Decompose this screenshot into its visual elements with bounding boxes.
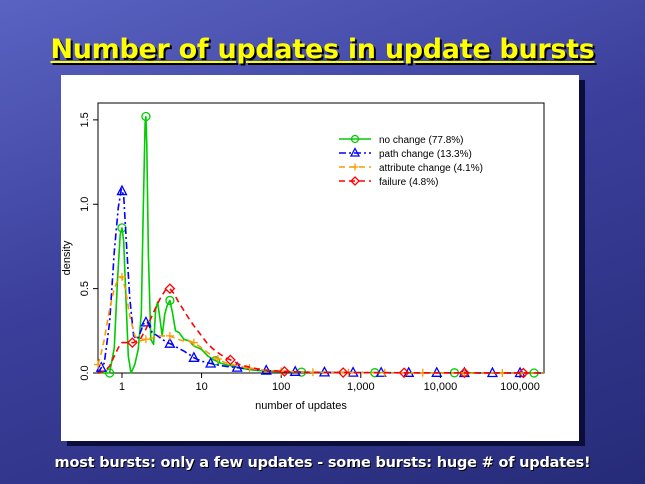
series-marker-3 <box>164 283 176 295</box>
series-marker-3 <box>517 367 529 379</box>
y-tick-label: 0.5 <box>79 281 91 296</box>
legend-label-3: failure (4.8%) <box>379 177 438 188</box>
legend-label-2: attribute change (4.1%) <box>379 163 483 174</box>
x-tick-label: 10 <box>195 381 207 393</box>
series-marker-3 <box>279 366 290 377</box>
series-marker-2 <box>165 331 174 340</box>
series-marker-2 <box>141 335 150 344</box>
x-tick-label: 100 <box>272 381 290 393</box>
series-marker-1 <box>95 361 107 372</box>
series-marker-2 <box>213 354 222 363</box>
legend-label-0: no change (77.8%) <box>379 135 464 146</box>
density-chart: 1 10 100 1,000 10,000 100,000 0.0 0.5 1.0 1.5 numb… <box>61 102 545 412</box>
legend-label-1: path change (13.3%) <box>379 149 472 160</box>
series-marker-2 <box>189 338 198 347</box>
series-marker-0 <box>141 111 151 122</box>
series-marker-0 <box>165 295 175 306</box>
series-marker-2 <box>245 364 254 373</box>
plot-frame <box>97 102 545 374</box>
series-marker-2 <box>94 360 102 369</box>
series-marker-3 <box>224 354 236 366</box>
series-marker-1 <box>205 357 217 368</box>
legend-marker-3 <box>350 176 360 186</box>
series-marker-3 <box>398 367 410 379</box>
series-marker-3 <box>337 367 349 378</box>
y-axis-label: density <box>61 240 73 275</box>
series-marker-1 <box>188 351 200 362</box>
series-marker-2 <box>117 272 126 281</box>
series-line-2 <box>97 276 544 374</box>
series-line-0 <box>98 115 544 374</box>
slide-title: Number of updates in update bursts <box>50 34 595 65</box>
y-tick-label: 1.0 <box>79 197 91 212</box>
series-marker-1 <box>164 337 176 348</box>
series-marker-1 <box>116 184 128 196</box>
legend-marker-1 <box>349 147 361 157</box>
x-tick-label: 1 <box>119 381 125 393</box>
series-line-3 <box>97 287 544 374</box>
chart-figure: 1 10 100 1,000 10,000 100,000 0.0 0.5 1.0 1.5 numb… <box>61 75 579 441</box>
x-tick-label: 10,000 <box>424 381 458 393</box>
y-tick-label: 0.0 <box>79 365 91 380</box>
x-tick-label: 1,000 <box>347 381 375 393</box>
x-axis-label: number of updates <box>255 400 347 412</box>
series-marker-0 <box>104 368 115 378</box>
legend-marker-2 <box>351 163 359 171</box>
y-tick-label: 1.5 <box>79 112 91 127</box>
series-marker-3 <box>126 337 138 349</box>
legend-marker-0 <box>350 134 360 144</box>
x-tick-label: 100,000 <box>500 381 540 393</box>
series-marker-1 <box>231 361 243 372</box>
series-marker-3 <box>458 367 470 379</box>
series-line-1 <box>97 188 544 374</box>
series-marker-1 <box>140 315 152 327</box>
slide-caption: most bursts: only a few updates - some b… <box>54 455 591 471</box>
